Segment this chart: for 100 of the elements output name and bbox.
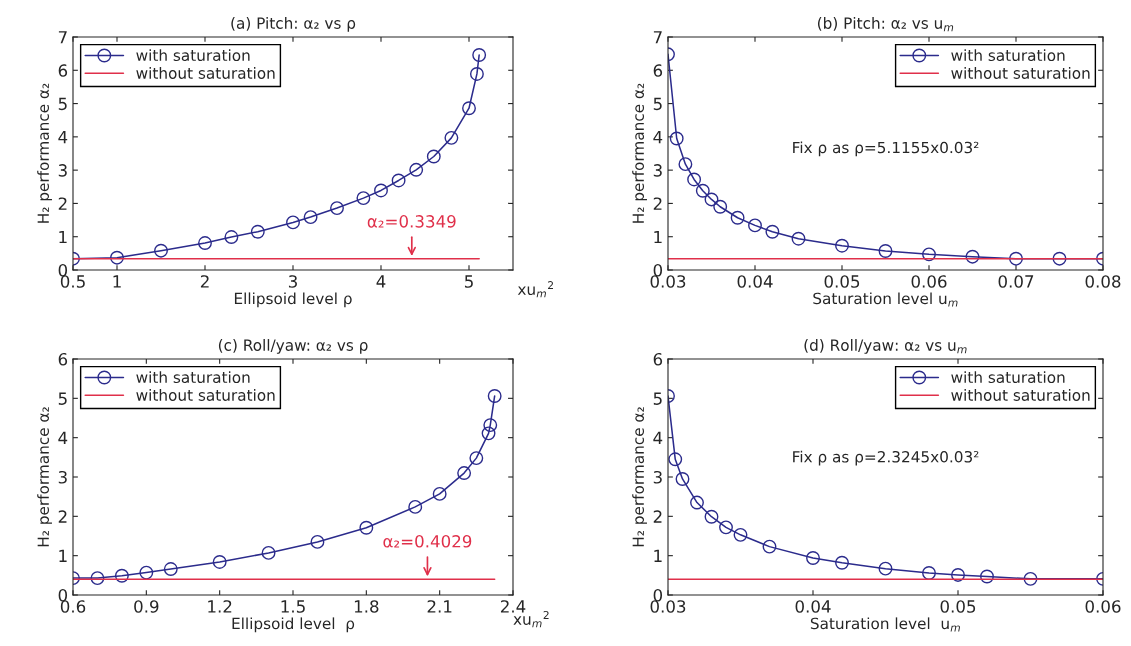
point [922,247,936,262]
legend-label: without saturation [136,67,275,79]
point [261,545,276,560]
point [469,67,484,81]
x-tick-label: 4 [376,275,386,288]
point [356,191,371,206]
x-axis-title: Ellipsoid level ρ [234,292,352,308]
point [791,231,806,246]
point [310,534,325,549]
legend-label: without saturation [951,67,1090,79]
legend-label: without saturation [136,389,275,401]
x-tick-label: 0.6 [60,600,86,613]
point [408,499,423,514]
y-tick-label: 5 [653,97,662,111]
x-tick-label: 0.07 [998,275,1034,288]
y-tick-label: 5 [58,97,67,111]
point [687,172,702,187]
point [90,571,105,586]
point [303,210,318,225]
x-tick-label: 2 [200,275,209,288]
y-tick-label: 4 [653,131,663,144]
point [748,218,762,233]
point [409,162,424,177]
point [1009,251,1023,266]
legend-label: without saturation [951,389,1090,401]
y-tick-label: 0 [653,588,663,602]
point [163,562,178,576]
y-tick-label: 5 [653,392,662,405]
point [1052,251,1067,266]
point [469,451,484,466]
point [1023,571,1038,586]
point [668,452,683,467]
legend-label: with saturation [136,371,250,384]
point [980,569,994,584]
point [878,561,893,576]
point [426,149,441,164]
point [951,567,965,582]
y-tick-label: 2 [653,197,662,210]
point [198,236,212,250]
y-tick-label: 2 [58,197,67,210]
point [669,131,684,146]
point [878,244,893,258]
point [713,199,728,214]
y-tick-label: 4 [58,131,68,144]
annotation: α₂=0.3349 [367,215,456,228]
point [765,224,780,239]
y-tick-label: 5 [58,392,67,405]
x-tick-label: 1.8 [354,600,379,613]
point [462,101,476,116]
x-tick-label: 0.06 [911,275,947,288]
point [457,466,472,481]
x-tick-label: 0.03 [650,275,686,288]
point [330,201,344,216]
point [678,157,693,172]
y-tick-label: 2 [653,510,662,523]
x-tick-label: 0.05 [940,600,976,613]
x-tick-label: 2.1 [427,600,452,613]
annotation: Fix ρ as ρ=2.3245x0.03² [793,450,979,466]
x-tick-label: 0.9 [134,600,159,613]
point [432,486,447,501]
x-tick-label: 0.08 [1085,275,1121,288]
chart-title: (b) Pitch: α₂ vs u$_{m}$ [817,17,954,32]
point [762,539,777,554]
legend-label: with saturation [136,49,250,62]
point [704,509,719,524]
y-tick-label: 3 [58,470,67,484]
point [110,250,124,265]
x-tick-label: 1.2 [208,600,232,613]
x-tick-label: 0.05 [824,275,860,288]
x-axis-title: Ellipsoid level ρ [232,617,355,633]
point [154,243,168,258]
y-tick-label: 1 [654,230,662,244]
y-tick-label: 6 [58,352,68,366]
point [487,389,502,403]
x-tick-label: 0.04 [795,600,831,613]
y-tick-label: 3 [58,164,67,177]
point [114,568,129,583]
point [212,555,227,569]
x-tick-label: 5 [464,275,473,288]
point [835,238,849,253]
point [483,418,498,433]
y-tick-label: 6 [653,64,663,77]
y-tick-label: 7 [58,31,67,44]
annotation: α₂=0.4029 [383,535,472,548]
text: xu$_{m}$$^{2}$ [517,281,553,298]
y-axis-title: H₂ performance α₂ [632,83,647,223]
x-tick-label: 0.04 [737,275,773,288]
point [730,210,745,225]
point [835,555,849,570]
point [359,520,374,535]
point [806,551,820,565]
point [224,230,239,244]
annotation: Fix ρ as ρ=5.1155x0.03² [793,141,979,157]
y-tick-label: 6 [653,352,663,366]
chart-title: (c) Roll/yaw: α₂ vs ρ [218,339,368,354]
y-tick-label: 6 [58,64,68,77]
x-tick-label: 3 [288,275,297,288]
x-tick-label: 1.5 [281,600,305,613]
legend-label: with saturation [951,49,1065,62]
y-tick-label: 4 [653,431,663,444]
